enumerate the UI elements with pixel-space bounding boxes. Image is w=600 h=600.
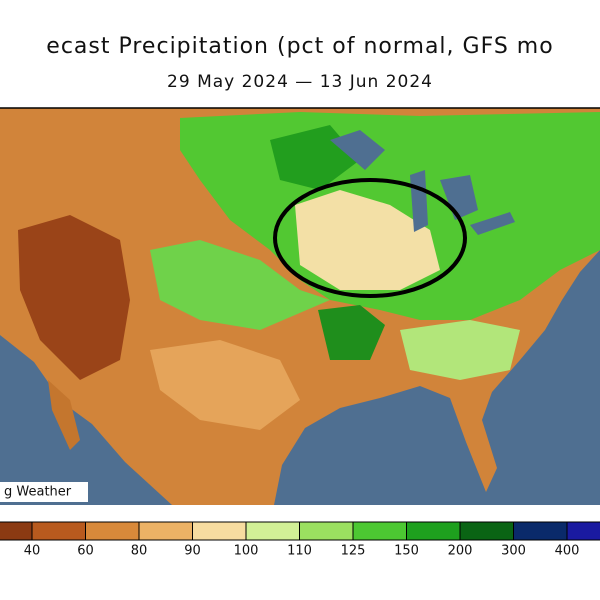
colorbar: 40 60 80 90 100 110 125 150 200 300 400 [0, 521, 600, 559]
colorbar-label: 200 [448, 544, 473, 559]
colorbar-segment [31, 521, 86, 541]
colorbar-label: 60 [77, 544, 94, 559]
title: ecast Precipitation (pct of normal, GFS … [46, 34, 553, 59]
cream-midwest [295, 190, 440, 290]
colorbar-label: 150 [394, 544, 419, 559]
baja [48, 380, 80, 450]
colorbar-segment [566, 521, 600, 541]
colorbar-label: 80 [131, 544, 148, 559]
lake-huron [440, 175, 478, 220]
dark-green-arkansas [318, 305, 385, 360]
colorbar-label: 300 [501, 544, 526, 559]
colorbar-segment [192, 521, 247, 541]
colorbar-label: 125 [341, 544, 366, 559]
highlight-ellipse [273, 178, 467, 298]
southeast-light-green [400, 320, 520, 380]
colorbar-label: 90 [184, 544, 201, 559]
map: g Weather [0, 107, 600, 505]
colorbar-segment [406, 521, 461, 541]
colorbar-label: 40 [24, 544, 41, 559]
subtitle: 29 May 2024 — 13 Jun 2024 [167, 72, 433, 92]
colorbar-segment [299, 521, 354, 541]
texas-orange [150, 340, 300, 430]
colorbar-segment [459, 521, 514, 541]
colorbar-segment [138, 521, 193, 541]
colorbar-label: 100 [234, 544, 259, 559]
colorbar-label: 400 [555, 544, 580, 559]
credit-box [0, 482, 88, 502]
lake-erie [470, 212, 515, 235]
colorbar-segment [245, 521, 300, 541]
colorbar-segment [513, 521, 568, 541]
dry-southwest [18, 215, 130, 380]
credit: g Weather [4, 485, 72, 500]
colorbar-segment [0, 521, 33, 541]
colorbar-segment [85, 521, 140, 541]
colorbar-label: 110 [287, 544, 312, 559]
plains-green [150, 240, 330, 330]
lake-superior [330, 130, 385, 170]
colorbar-segment [352, 521, 407, 541]
